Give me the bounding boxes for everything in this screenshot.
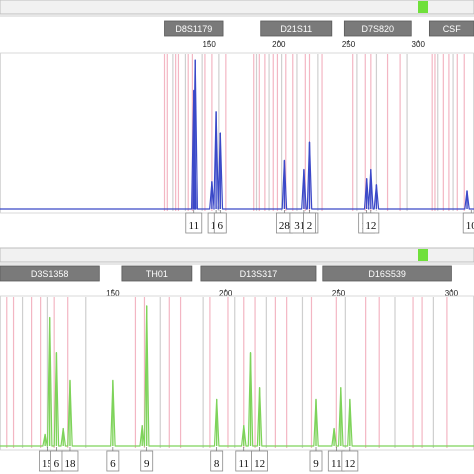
allele-label-0: 11 [188, 220, 199, 232]
scroll-marker [418, 249, 428, 261]
x-tick-label-3: 300 [445, 289, 459, 298]
allele-box-2 [213, 212, 227, 234]
upper-panel-blue: D8S1179D21S11D7S820CSF150200250300111562… [0, 0, 474, 234]
locus-label-2: D7S820 [362, 24, 395, 34]
trace-line [0, 59, 474, 210]
locus-bar-0 [164, 20, 224, 37]
allele-label-5: 2 [307, 220, 313, 232]
locus-label-3: CSF [443, 24, 462, 34]
locus-label-0: D3S1358 [31, 269, 69, 279]
allele-label-3: 28 [279, 220, 291, 232]
allele-label-9: 11 [331, 458, 342, 470]
allele-box-5 [210, 450, 224, 472]
x-tick-label-0: 150 [106, 289, 120, 298]
allele-label-4: 9 [144, 458, 150, 470]
allele-box-8 [309, 450, 323, 472]
allele-label-6: 11 [238, 458, 249, 470]
allele-box-8 [462, 212, 474, 234]
locus-bar-2 [343, 20, 412, 37]
locus-label-1: TH01 [146, 269, 168, 279]
allele-label-1: 6 [54, 458, 60, 470]
locus-bar-3 [428, 20, 474, 37]
allele-label-2: 6 [218, 220, 224, 232]
scroll-marker [418, 1, 428, 13]
allele-label-7: 12 [365, 220, 376, 232]
locus-bar-3 [322, 265, 452, 282]
allele-box-7 [251, 450, 268, 472]
locus-label-1: D21S11 [280, 24, 312, 34]
allele-box-0 [185, 212, 203, 234]
allele-label-2: 18 [64, 458, 76, 470]
locus-bar-1 [260, 20, 333, 37]
allele-label-8: 9 [313, 458, 319, 470]
x-tick-label-1: 200 [272, 40, 286, 49]
allele-box-7 [362, 212, 380, 234]
allele-box-10 [341, 450, 359, 472]
allele-box-3 [106, 450, 120, 472]
x-tick-label-2: 250 [342, 40, 356, 49]
allele-box-4 [140, 450, 154, 472]
allele-label-8: 10 [466, 220, 474, 232]
allele-box-5 [303, 212, 316, 234]
allele-label-5: 8 [214, 458, 220, 470]
scroll-track [0, 247, 474, 263]
locus-bar-0 [0, 265, 100, 282]
allele-label-0: 15 [42, 458, 54, 470]
locus-label-3: D16S539 [368, 269, 406, 279]
locus-label-2: D13S317 [240, 269, 278, 279]
x-tick-label-0: 150 [202, 40, 216, 49]
allele-label-3: 6 [110, 458, 116, 470]
x-tick-label-3: 300 [412, 40, 426, 49]
x-tick-label-2: 250 [332, 289, 346, 298]
allele-label-7: 12 [254, 458, 265, 470]
locus-bar-2 [200, 265, 317, 282]
scroll-track [0, 0, 474, 15]
x-tick-label-1: 200 [219, 289, 233, 298]
locus-label-0: D8S1179 [175, 24, 212, 34]
allele-label-10: 12 [344, 458, 355, 470]
locus-bar-1 [121, 265, 193, 282]
allele-box-2 [61, 450, 79, 472]
